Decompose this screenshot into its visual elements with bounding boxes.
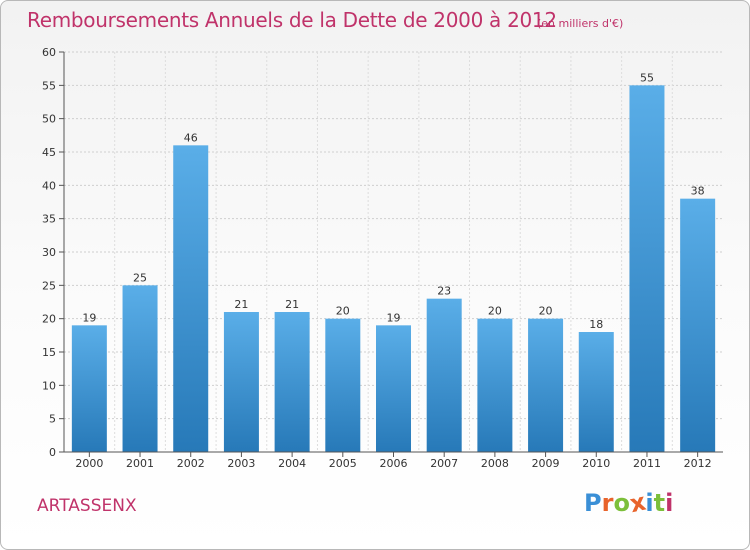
y-tick-label: 0: [49, 446, 56, 459]
y-tick-label: 25: [42, 279, 56, 292]
data-label: 21: [285, 298, 299, 311]
bar-2002[interactable]: [173, 145, 209, 453]
x-tick-label: 2012: [684, 457, 712, 470]
x-tick-label: 2011: [633, 457, 661, 470]
bar-2004[interactable]: [274, 312, 310, 452]
bar-2001[interactable]: [122, 285, 158, 452]
bar-2006[interactable]: [376, 325, 411, 452]
data-label: 23: [437, 285, 451, 298]
x-tick-label: 2000: [75, 457, 103, 470]
x-tick-label: 2001: [126, 457, 154, 470]
bar-2003[interactable]: [223, 312, 259, 452]
bar-2009[interactable]: [528, 318, 564, 452]
data-label: 38: [691, 185, 705, 198]
y-tick-label: 40: [42, 179, 56, 192]
x-tick-label: 2004: [278, 457, 306, 470]
logo-letter: t: [653, 489, 666, 517]
place-name: ARTASSENX: [37, 496, 137, 516]
data-label: 20: [336, 305, 350, 318]
x-tick-label: 2007: [430, 457, 458, 470]
x-tick-label: 2003: [227, 457, 255, 470]
data-label: 20: [488, 305, 502, 318]
bar-2011[interactable]: [629, 85, 665, 452]
y-tick-label: 10: [42, 379, 56, 392]
x-tick-label: 2005: [329, 457, 357, 470]
data-label: 21: [234, 298, 248, 311]
y-tick-label: 60: [42, 46, 56, 59]
proxiti-logo[interactable]: Proxiti: [584, 488, 674, 519]
y-tick-label: 5: [49, 413, 56, 426]
x-tick-label: 2002: [177, 457, 205, 470]
data-label: 18: [589, 318, 603, 331]
logo-letter: o: [613, 489, 630, 517]
y-tick-label: 45: [42, 146, 56, 159]
bar-2000[interactable]: [71, 325, 107, 452]
x-tick-label: 2010: [582, 457, 610, 470]
data-label: 25: [133, 271, 147, 284]
logo-letter: P: [584, 489, 602, 517]
data-label: 19: [387, 311, 401, 324]
data-label: 55: [640, 71, 654, 84]
y-tick-label: 55: [42, 79, 56, 92]
bar-2012[interactable]: [680, 198, 716, 452]
data-label: 20: [539, 305, 553, 318]
bar-2010[interactable]: [578, 332, 614, 452]
x-tick-label: 2006: [380, 457, 408, 470]
y-tick-label: 50: [42, 113, 56, 126]
data-label: 46: [184, 131, 198, 144]
chart-title: Remboursements Annuels de la Dette de 20…: [27, 8, 557, 32]
logo-letter: i: [645, 489, 654, 517]
data-label: 19: [82, 311, 96, 324]
y-tick-label: 15: [42, 346, 56, 359]
chart-subtitle: (en milliers d'€): [537, 17, 624, 30]
x-tick-label: 2008: [481, 457, 509, 470]
logo-letter: i: [665, 489, 674, 517]
x-tick-label: 2009: [532, 457, 560, 470]
y-tick-label: 20: [42, 313, 56, 326]
bars: 19 25 46 21 21 20 19 23 20 20 18 55 38: [71, 71, 716, 453]
bar-2007[interactable]: [426, 298, 462, 452]
axes: 0 5 10 15 20 25 30 35 40 45 50 55 60 2000 2001 2002 2003…: [42, 46, 723, 470]
bar-2005[interactable]: [325, 318, 361, 452]
logo-letter: r: [601, 489, 614, 517]
y-tick-label: 30: [42, 246, 56, 259]
y-tick-label: 35: [42, 213, 56, 226]
bar-2008[interactable]: [477, 318, 513, 452]
